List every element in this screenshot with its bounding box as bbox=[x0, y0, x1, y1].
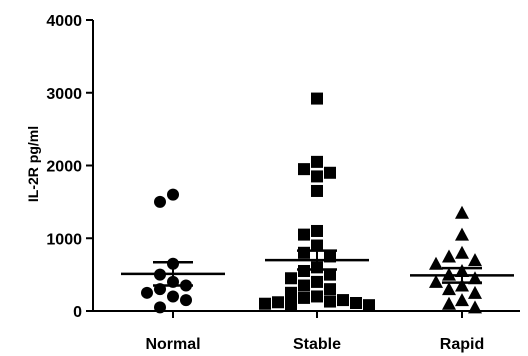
data-point-square bbox=[311, 224, 323, 237]
data-point-triangle bbox=[468, 285, 482, 299]
data-point-square bbox=[311, 290, 323, 303]
data-point-square bbox=[311, 155, 323, 168]
x-category-label: Normal bbox=[145, 336, 200, 353]
data-point-circle bbox=[180, 294, 192, 307]
y-axis-title: IL-2R pg/ml bbox=[25, 126, 41, 202]
x-category-label: Rapid bbox=[440, 336, 484, 353]
data-point-triangle bbox=[442, 249, 456, 263]
y-tick-label: 1000 bbox=[46, 231, 82, 248]
data-point-square bbox=[298, 228, 310, 241]
data-point-square bbox=[324, 295, 336, 308]
data-point-circle bbox=[167, 290, 179, 303]
data-point-square bbox=[337, 294, 349, 307]
data-point-triangle bbox=[442, 282, 456, 296]
data-point-square bbox=[324, 283, 336, 296]
data-point-square bbox=[311, 170, 323, 183]
data-point-square bbox=[311, 239, 323, 252]
y-axis: 0 1000 2000 3000 4000 bbox=[46, 13, 94, 321]
data-points bbox=[141, 92, 482, 314]
data-point-square bbox=[298, 163, 310, 176]
data-point-triangle bbox=[429, 256, 443, 270]
data-point-square bbox=[324, 166, 336, 179]
y-tick-label: 3000 bbox=[46, 86, 82, 103]
data-point-square bbox=[324, 268, 336, 281]
data-point-square bbox=[363, 299, 375, 312]
data-point-circle bbox=[154, 301, 166, 314]
y-tick-label: 2000 bbox=[46, 159, 82, 176]
data-point-triangle bbox=[455, 293, 469, 307]
data-point-square bbox=[285, 298, 297, 311]
y-tick-label: 0 bbox=[73, 304, 82, 321]
data-point-triangle bbox=[455, 227, 469, 241]
y-tick-label: 4000 bbox=[46, 13, 82, 30]
data-point-triangle bbox=[455, 245, 469, 259]
data-point-square bbox=[311, 184, 323, 197]
data-point-square bbox=[298, 291, 310, 304]
data-point-square bbox=[272, 296, 284, 309]
data-point-triangle bbox=[468, 253, 482, 267]
x-category-label: Stable bbox=[293, 336, 341, 353]
data-point-triangle bbox=[455, 205, 469, 219]
data-point-circle bbox=[141, 286, 153, 299]
data-point-square bbox=[285, 272, 297, 285]
data-point-triangle bbox=[468, 300, 482, 314]
data-point-square bbox=[259, 297, 271, 310]
mean-sem-bars bbox=[121, 249, 514, 287]
data-point-square bbox=[298, 279, 310, 292]
data-point-circle bbox=[154, 195, 166, 208]
data-point-square bbox=[285, 286, 297, 299]
data-point-triangle bbox=[468, 271, 482, 285]
data-point-square bbox=[311, 92, 323, 105]
data-point-triangle bbox=[455, 278, 469, 292]
data-point-square bbox=[298, 264, 310, 277]
data-point-square bbox=[311, 275, 323, 288]
data-point-triangle bbox=[442, 296, 456, 310]
data-point-square bbox=[298, 246, 310, 259]
data-point-square bbox=[350, 296, 362, 309]
data-point-triangle bbox=[429, 274, 443, 288]
data-point-circle bbox=[167, 188, 179, 201]
x-axis: Normal Stable Rapid bbox=[93, 310, 520, 353]
